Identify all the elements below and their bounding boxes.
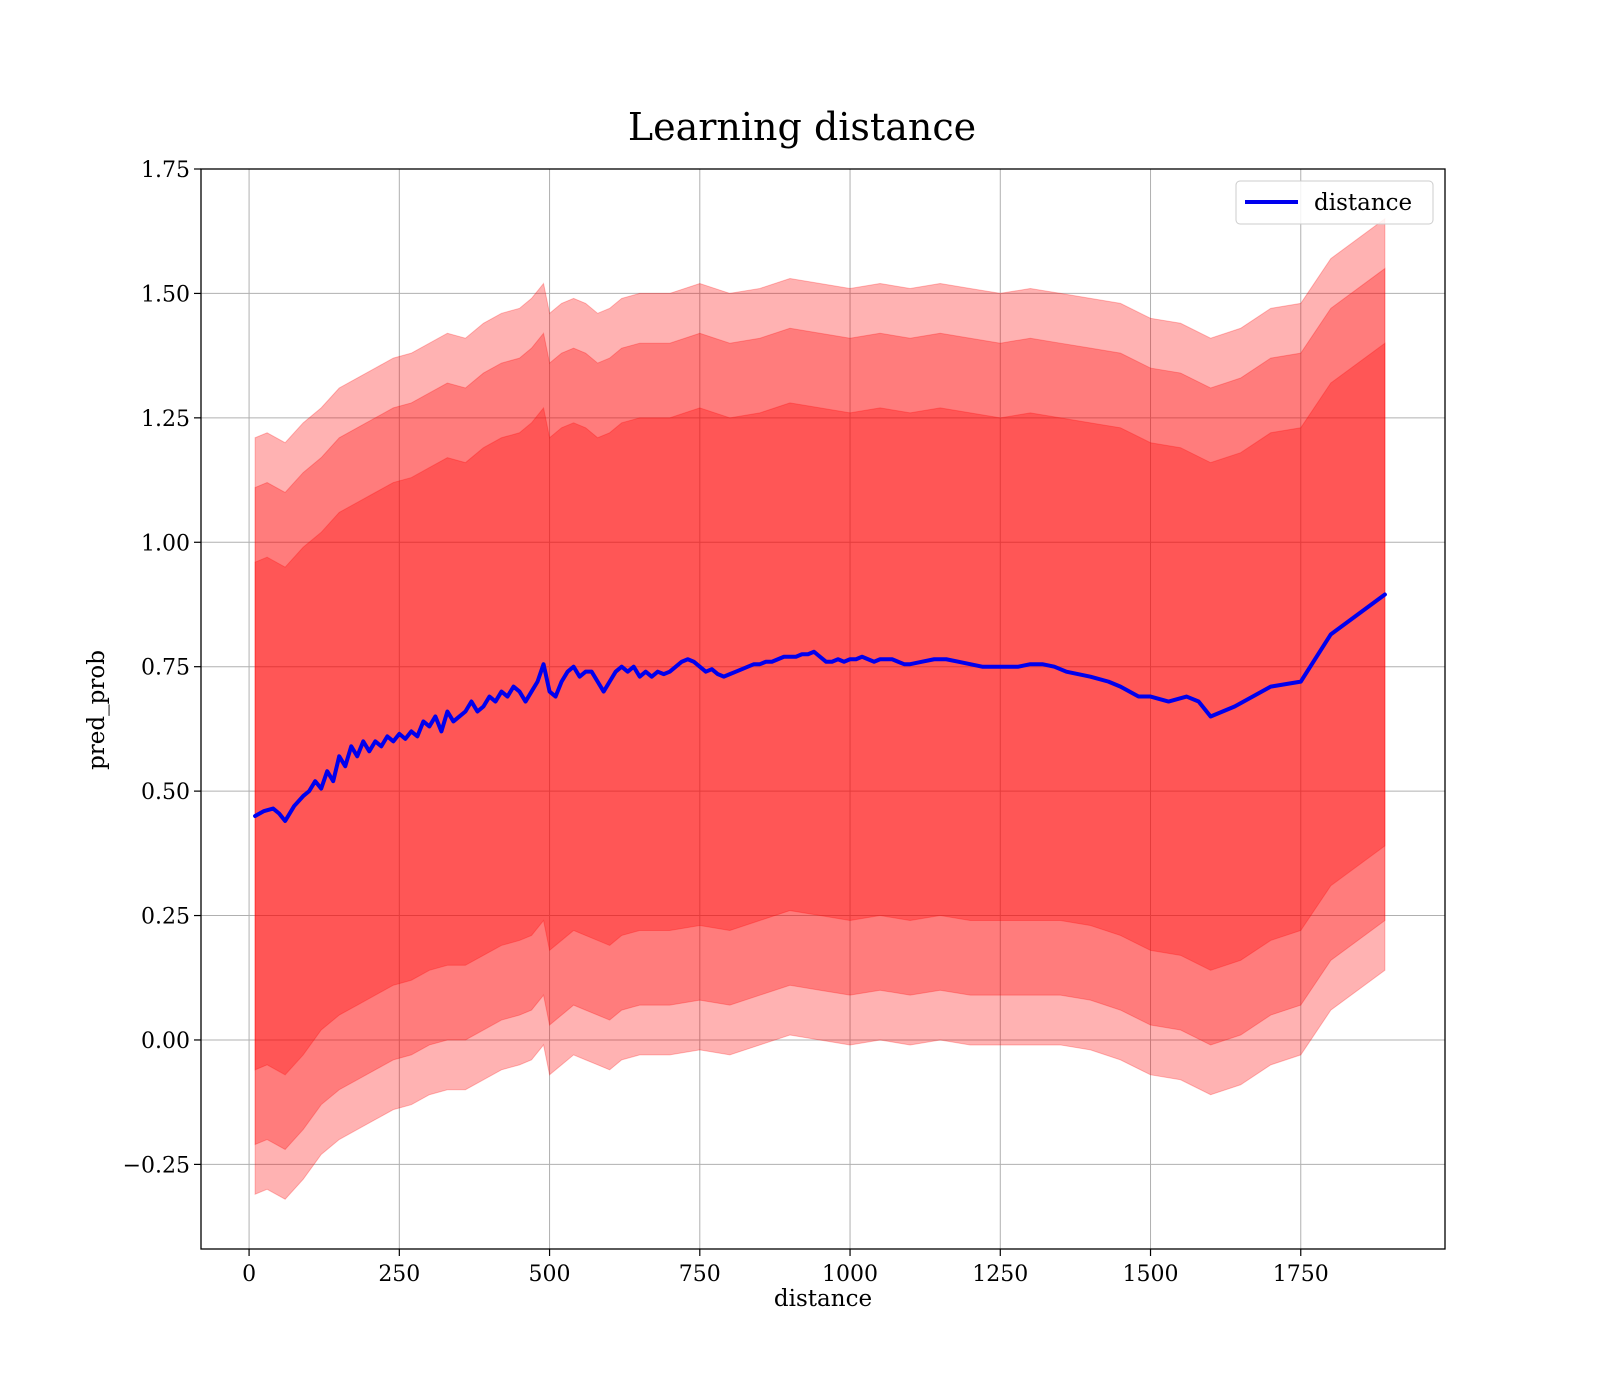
y-tick-label: 1.25 xyxy=(141,407,190,432)
x-tick-label: 1250 xyxy=(972,1262,1028,1287)
axis-ticks: 0 250 500 750 1000 1250 1500 1750 −0.25 0.00 0.25 0… xyxy=(123,158,1329,1287)
x-tick-label: 500 xyxy=(529,1262,571,1287)
x-tick-label: 750 xyxy=(679,1262,721,1287)
y-tick-label: 1.75 xyxy=(141,158,190,183)
y-axis-title: pred_prob xyxy=(84,650,110,770)
legend: distance xyxy=(1235,180,1434,225)
y-tick-label: 1.00 xyxy=(141,531,190,556)
y-tick-label: 0.25 xyxy=(141,905,190,930)
x-tick-label: 1750 xyxy=(1273,1262,1329,1287)
plot-frame xyxy=(200,168,1446,1250)
chart-title: Learning distance xyxy=(628,105,976,149)
y-tick-label: 0.50 xyxy=(141,780,190,805)
x-tick-label: 250 xyxy=(378,1262,420,1287)
confidence-band-2 xyxy=(254,267,1386,1151)
x-axis-title: distance xyxy=(774,1286,872,1312)
confidence-bands xyxy=(254,217,1386,1200)
x-tick-label: 1500 xyxy=(1123,1262,1179,1287)
y-tick-label: 0.75 xyxy=(141,656,190,681)
legend-box xyxy=(1235,180,1434,225)
x-tick-label: 1000 xyxy=(822,1262,878,1287)
series-line-distance xyxy=(253,592,1387,823)
confidence-band-1 xyxy=(254,217,1386,1200)
confidence-band-3 xyxy=(254,342,1386,1076)
x-tick-label: 0 xyxy=(242,1262,256,1287)
line-series xyxy=(253,592,1387,823)
y-tick-label: −0.25 xyxy=(123,1153,190,1178)
y-tick-label: 0.00 xyxy=(141,1029,190,1054)
y-tick-label: 1.50 xyxy=(141,282,190,307)
legend-label: distance xyxy=(1314,190,1412,216)
